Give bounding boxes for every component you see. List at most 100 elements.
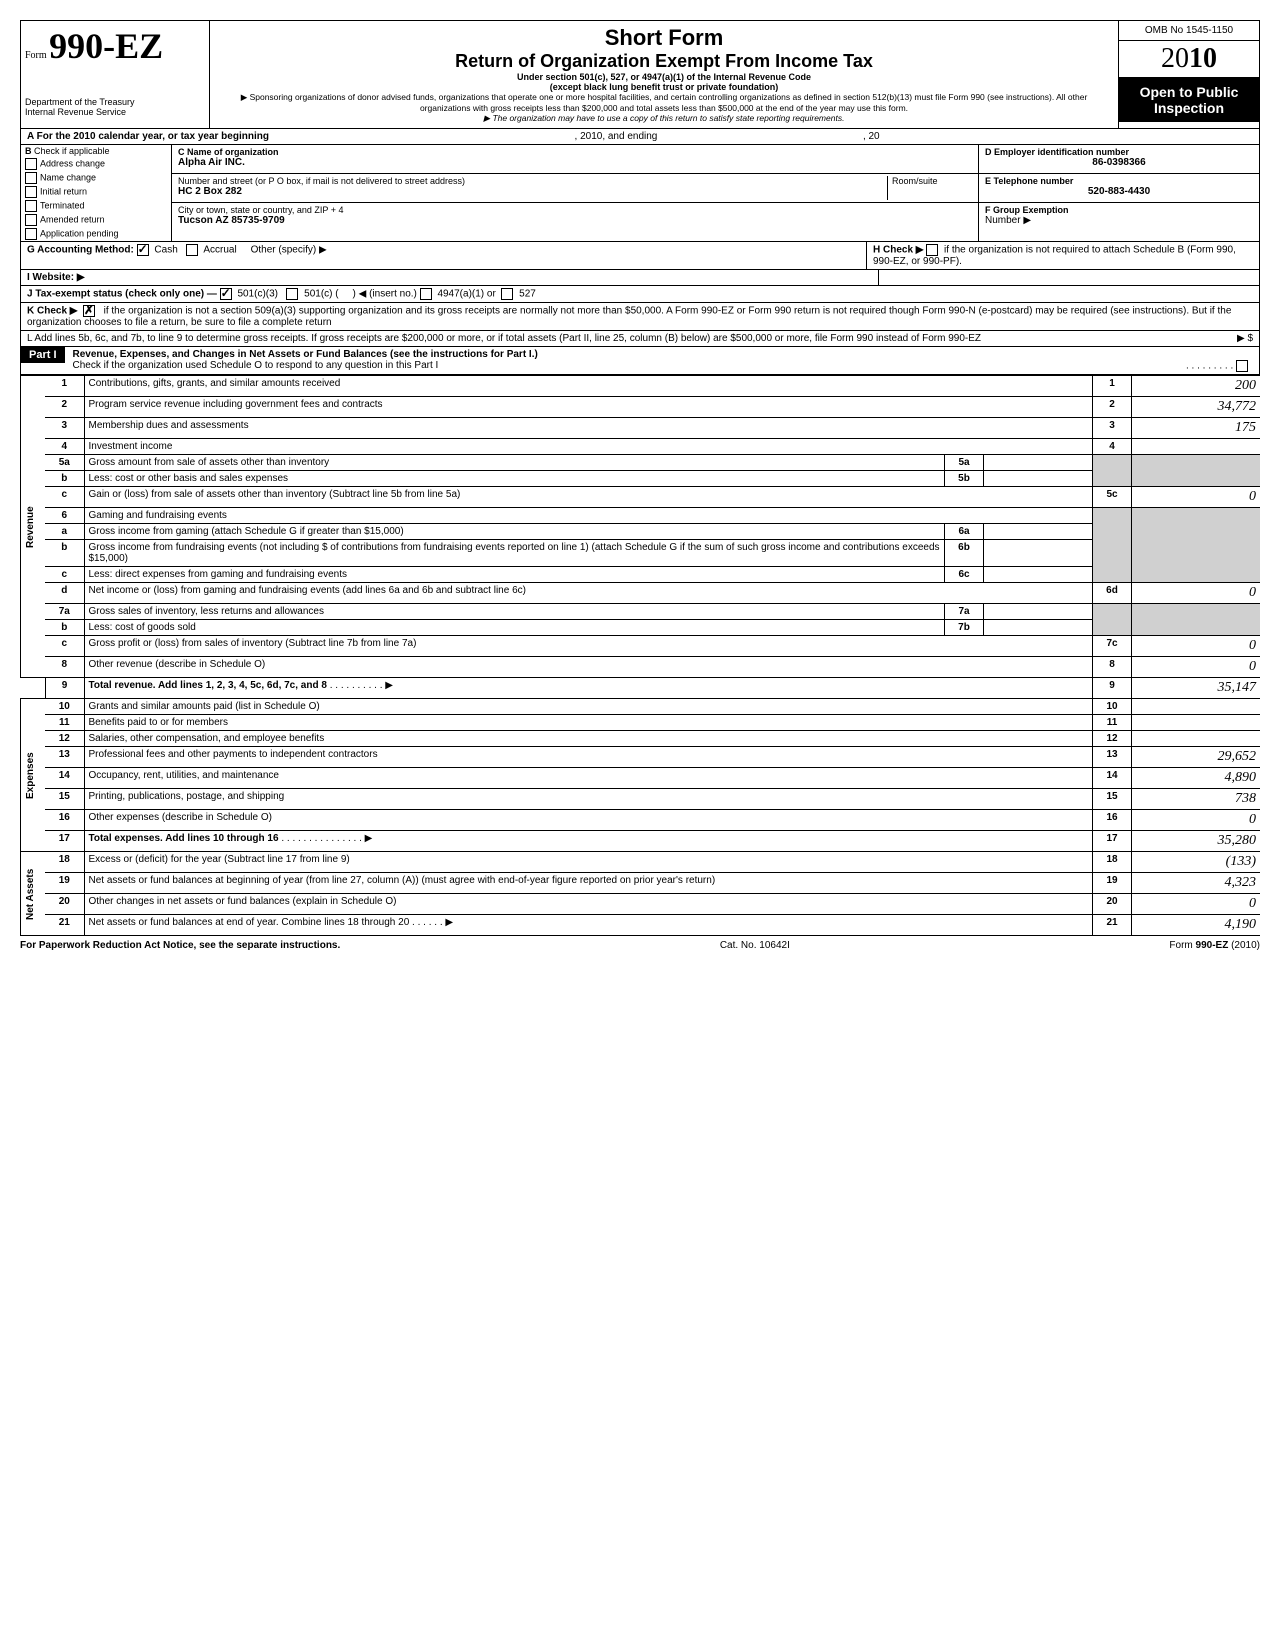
checkbox-amended[interactable] bbox=[25, 214, 37, 226]
line6c-desc: Less: direct expenses from gaming and fu… bbox=[89, 569, 347, 580]
line9-val: 35,147 bbox=[1218, 680, 1257, 695]
line17-num: 17 bbox=[45, 831, 84, 852]
section-b-label: Check if applicable bbox=[34, 146, 110, 156]
line1-box: 1 bbox=[1093, 376, 1132, 397]
phone-value: 520-883-4430 bbox=[985, 186, 1253, 197]
line-2: 2 Program service revenue including gove… bbox=[21, 397, 1261, 418]
label-other-method: Other (specify) ▶ bbox=[251, 245, 327, 256]
checkbox-schedule-o[interactable] bbox=[1236, 360, 1248, 372]
section-a-end: , 20 bbox=[863, 131, 880, 142]
line19-desc: Net assets or fund balances at beginning… bbox=[89, 875, 716, 886]
line9-num: 9 bbox=[45, 678, 84, 699]
shade-6 bbox=[1093, 508, 1132, 583]
line7a-mval bbox=[984, 604, 1093, 620]
section-j: J Tax-exempt status (check only one) — 5… bbox=[20, 286, 1260, 303]
checkbox-cash[interactable] bbox=[137, 244, 149, 256]
vert-spacer bbox=[21, 678, 46, 699]
line-19: 19 Net assets or fund balances at beginn… bbox=[21, 873, 1261, 894]
section-l-arrow: ▶ $ bbox=[1237, 333, 1253, 344]
line12-box: 12 bbox=[1093, 731, 1132, 747]
line-15: 15 Printing, publications, postage, and … bbox=[21, 789, 1261, 810]
line-5a: 5a Gross amount from sale of assets othe… bbox=[21, 455, 1261, 471]
checkbox-pending[interactable] bbox=[25, 228, 37, 240]
shade-7 bbox=[1093, 604, 1132, 636]
line-21: 21 Net assets or fund balances at end of… bbox=[21, 915, 1261, 936]
section-h-cont bbox=[878, 270, 1259, 285]
checkbox-section-k[interactable] bbox=[83, 305, 95, 317]
line-6d: d Net income or (loss) from gaming and f… bbox=[21, 583, 1261, 604]
subtitle-code: Under section 501(c), 527, or 4947(a)(1)… bbox=[218, 72, 1110, 82]
open-line1: Open to Public bbox=[1121, 84, 1257, 100]
label-4947: 4947(a)(1) or bbox=[437, 289, 495, 300]
line3-num: 3 bbox=[45, 418, 84, 439]
footer-right: Form 990-EZ (2010) bbox=[1169, 940, 1260, 951]
checkbox-terminated[interactable] bbox=[25, 200, 37, 212]
part1-table: Revenue 1 Contributions, gifts, grants, … bbox=[20, 375, 1260, 936]
label-501c3: 501(c)(3) bbox=[237, 289, 278, 300]
line-18: Net Assets 18 Excess or (deficit) for th… bbox=[21, 852, 1261, 873]
line7b-mbox: 7b bbox=[945, 620, 984, 636]
line-5b: b Less: cost or other basis and sales ex… bbox=[21, 471, 1261, 487]
section-f-label2: Number ▶ bbox=[985, 215, 1253, 226]
line6b-desc: Gross income from fundraising events (no… bbox=[89, 542, 940, 564]
line5a-num: 5a bbox=[45, 455, 84, 471]
line5c-val: 0 bbox=[1249, 489, 1256, 504]
line21-val: 4,190 bbox=[1225, 917, 1257, 932]
line7c-desc: Gross profit or (loss) from sales of inv… bbox=[89, 638, 417, 649]
dept-treasury: Department of the Treasury bbox=[25, 97, 205, 107]
line-16: 16 Other expenses (describe in Schedule … bbox=[21, 810, 1261, 831]
header-note1: ▶ Sponsoring organizations of donor advi… bbox=[218, 92, 1110, 113]
room-label: Room/suite bbox=[892, 176, 972, 186]
line16-box: 16 bbox=[1093, 810, 1132, 831]
line-7a: 7a Gross sales of inventory, less return… bbox=[21, 604, 1261, 620]
line14-box: 14 bbox=[1093, 768, 1132, 789]
checkbox-initial-return[interactable] bbox=[25, 186, 37, 198]
line12-num: 12 bbox=[45, 731, 84, 747]
line15-val: 738 bbox=[1235, 791, 1256, 806]
checkbox-527[interactable] bbox=[501, 288, 513, 300]
line16-val: 0 bbox=[1249, 812, 1256, 827]
line6d-desc: Net income or (loss) from gaming and fun… bbox=[89, 585, 526, 596]
line-14: 14 Occupancy, rent, utilities, and maint… bbox=[21, 768, 1261, 789]
checkbox-name-change[interactable] bbox=[25, 172, 37, 184]
line21-box: 21 bbox=[1093, 915, 1132, 936]
line-6b: b Gross income from fundraising events (… bbox=[21, 540, 1261, 567]
line6a-mbox: 6a bbox=[945, 524, 984, 540]
line6b-mbox: 6b bbox=[945, 540, 984, 567]
line16-num: 16 bbox=[45, 810, 84, 831]
section-b-letter: B bbox=[25, 146, 32, 156]
checkbox-501c3[interactable] bbox=[220, 288, 232, 300]
section-b: B Check if applicable Address change Nam… bbox=[21, 145, 172, 241]
section-e-label: E Telephone number bbox=[985, 176, 1253, 186]
section-h-label: H Check ▶ bbox=[873, 245, 923, 256]
line7b-num: b bbox=[45, 620, 84, 636]
section-l-text: L Add lines 5b, 6c, and 7b, to line 9 to… bbox=[27, 333, 981, 344]
line3-desc: Membership dues and assessments bbox=[89, 420, 249, 431]
line15-desc: Printing, publications, postage, and shi… bbox=[89, 791, 285, 802]
line-8: 8 Other revenue (describe in Schedule O)… bbox=[21, 657, 1261, 678]
section-a-label: A For the 2010 calendar year, or tax yea… bbox=[27, 131, 269, 142]
line1-desc: Contributions, gifts, grants, and simila… bbox=[89, 378, 341, 389]
line17-val: 35,280 bbox=[1218, 833, 1257, 848]
line7c-val: 0 bbox=[1249, 638, 1256, 653]
label-address-change: Address change bbox=[40, 158, 105, 168]
org-info-block: B Check if applicable Address change Nam… bbox=[20, 145, 1260, 242]
org-city: Tucson AZ 85735-9709 bbox=[178, 215, 972, 226]
label-pending: Application pending bbox=[40, 228, 119, 238]
form-number: 990-EZ bbox=[49, 26, 163, 66]
checkbox-schedule-b[interactable] bbox=[926, 244, 938, 256]
line6-desc: Gaming and fundraising events bbox=[89, 510, 227, 521]
section-h: H Check ▶ if the organization is not req… bbox=[866, 242, 1259, 269]
label-insert-no: ) ◀ (insert no.) bbox=[353, 289, 417, 300]
checkbox-address-change[interactable] bbox=[25, 158, 37, 170]
line2-num: 2 bbox=[45, 397, 84, 418]
checkbox-accrual[interactable] bbox=[186, 244, 198, 256]
checkbox-4947[interactable] bbox=[420, 288, 432, 300]
line5c-box: 5c bbox=[1093, 487, 1132, 508]
shade-5 bbox=[1093, 455, 1132, 487]
line17-box: 17 bbox=[1093, 831, 1132, 852]
line5a-mbox: 5a bbox=[945, 455, 984, 471]
line6b-mval bbox=[984, 540, 1093, 567]
line-3: 3 Membership dues and assessments 3 175 bbox=[21, 418, 1261, 439]
checkbox-501c[interactable] bbox=[286, 288, 298, 300]
